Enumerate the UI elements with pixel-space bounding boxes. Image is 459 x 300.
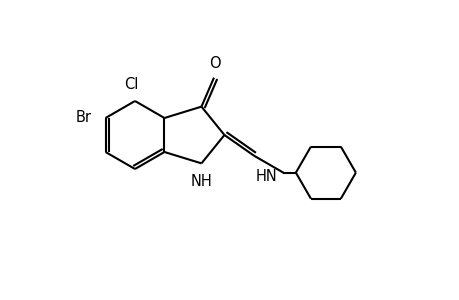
Text: NH: NH [190,174,212,189]
Text: O: O [209,56,220,70]
Text: HN: HN [255,169,277,184]
Text: Cl: Cl [123,77,138,92]
Text: Br: Br [75,110,91,124]
